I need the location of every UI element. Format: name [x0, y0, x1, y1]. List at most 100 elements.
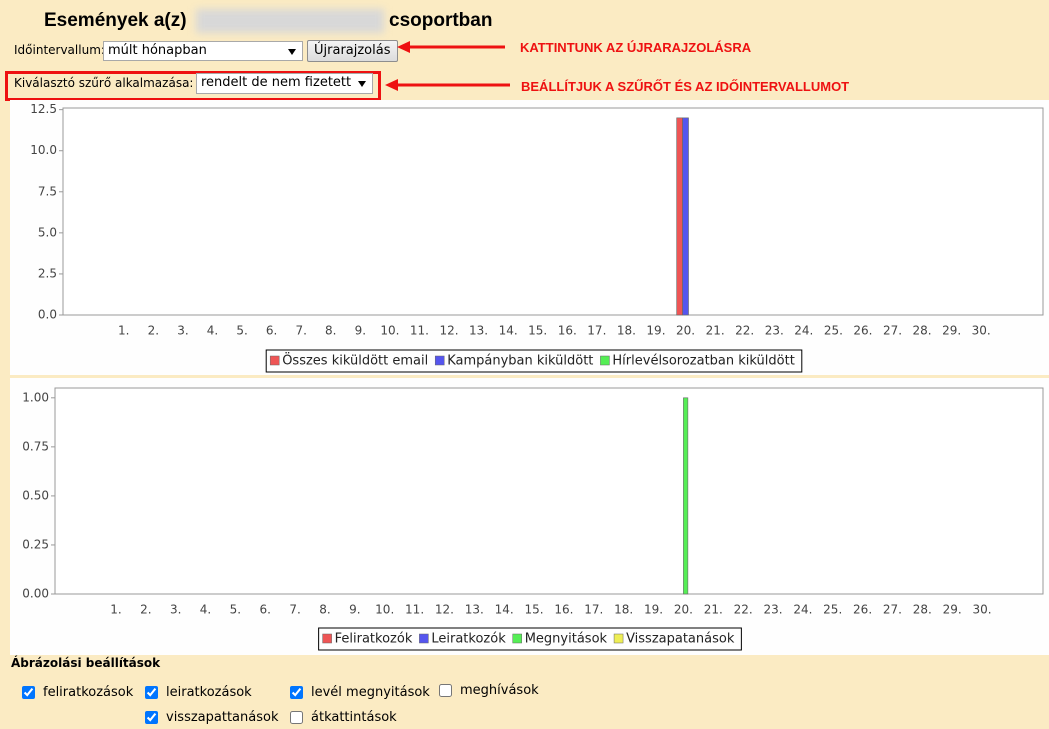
x-tick-label: 27.	[883, 324, 902, 338]
legend-swatch	[269, 355, 280, 366]
filter-value: rendelt de nem fizetett	[201, 75, 352, 90]
y-tick-label: 0.25	[22, 537, 49, 551]
redraw-button[interactable]: Újrarajzolás	[307, 40, 398, 62]
legend-label: Kampányban kiküldött	[447, 354, 593, 369]
x-tick-label: 19.	[644, 603, 663, 617]
x-tick-label: 13.	[469, 324, 488, 338]
y-tick-label: 1.00	[22, 390, 49, 404]
interval-label: Időintervallum:	[14, 43, 105, 57]
x-tick-label: 11.	[405, 603, 424, 617]
x-tick-label: 18.	[614, 603, 633, 617]
interval-value: múlt hónapban	[108, 43, 207, 58]
interval-select[interactable]: múlt hónapban	[103, 41, 303, 61]
x-tick-label: 6.	[266, 324, 277, 338]
legend-label: Hírlevélsorozatban kiküldött	[612, 354, 794, 369]
checkbox-label[interactable]: átkattintások	[311, 710, 397, 725]
x-tick-label: 19.	[646, 324, 665, 338]
legend	[265, 349, 803, 373]
x-tick-label: 9.	[355, 324, 366, 338]
highlight-box	[5, 71, 381, 101]
x-tick-label: 25.	[824, 324, 843, 338]
x-tick-label: 4.	[200, 603, 211, 617]
redraw-text: Újrarajzolás	[314, 43, 391, 58]
checkbox-label[interactable]: meghívások	[460, 683, 539, 698]
x-tick-label: 9.	[349, 603, 360, 617]
annotation: KATTINTUNK AZ ÚJRARAJZOLÁSRA	[520, 40, 752, 55]
y-tick-label: 0.00	[22, 587, 49, 601]
x-tick-label: 10.	[380, 324, 399, 338]
x-tick-label: 1.	[110, 603, 121, 617]
y-tick-label: 7.5	[38, 184, 57, 198]
legend-label: Leiratkozók	[431, 632, 506, 647]
x-tick-label: 21.	[704, 603, 723, 617]
filter-select[interactable]: rendelt de nem fizetett	[196, 73, 373, 94]
legend-swatch	[419, 633, 429, 644]
y-tick-label: 0.50	[22, 488, 49, 502]
legend	[318, 627, 742, 651]
x-tick-label: 20.	[674, 603, 693, 617]
x-tick-label: 24.	[794, 324, 813, 338]
x-tick-label: 22.	[734, 603, 753, 617]
x-tick-label: 2.	[148, 324, 159, 338]
x-tick-label: 15.	[525, 603, 544, 617]
checkbox-label[interactable]: visszapattanások	[166, 710, 279, 725]
x-tick-label: 29.	[942, 324, 961, 338]
x-tick-label: 27.	[883, 603, 902, 617]
plot-area	[62, 107, 1044, 316]
x-tick-label: 21.	[706, 324, 725, 338]
checkbox-label[interactable]: leiratkozások	[166, 685, 252, 700]
redacted-name	[196, 9, 384, 33]
checkbox[interactable]	[145, 686, 158, 699]
x-tick-label: 17.	[584, 603, 603, 617]
y-tick-label: 10.0	[30, 143, 57, 157]
checkbox[interactable]	[290, 711, 303, 724]
x-tick-label: 28.	[913, 603, 932, 617]
x-tick-label: 26.	[853, 603, 872, 617]
y-tick-label: 0.0	[38, 308, 57, 322]
x-tick-label: 15.	[528, 324, 547, 338]
y-tick-label: 0.75	[22, 439, 49, 453]
x-tick-label: 11.	[410, 324, 429, 338]
legend-label: Visszapatanások	[626, 632, 735, 647]
x-tick-label: 1.	[118, 324, 129, 338]
x-tick-label: 23.	[765, 324, 784, 338]
x-tick-label: 16.	[558, 324, 577, 338]
title-start: Események a(z)	[44, 10, 187, 31]
x-tick-label: 29.	[943, 603, 962, 617]
x-tick-label: 4.	[207, 324, 218, 338]
plot-area	[54, 387, 1044, 595]
x-tick-label: 30.	[973, 603, 992, 617]
x-tick-label: 23.	[763, 603, 782, 617]
x-tick-label: 18.	[617, 324, 636, 338]
checkbox[interactable]	[145, 711, 158, 724]
x-tick-label: 7.	[289, 603, 300, 617]
checkbox[interactable]	[439, 684, 452, 697]
checkbox[interactable]	[22, 686, 35, 699]
checkbox-label[interactable]: feliratkozások	[43, 685, 134, 700]
x-tick-label: 8.	[319, 603, 330, 617]
filter-label: Kiválasztó szűrő alkalmazása:	[14, 76, 194, 90]
x-tick-label: 8.	[325, 324, 336, 338]
legend-swatch	[613, 633, 624, 644]
x-tick-label: 5.	[230, 603, 241, 617]
bar	[683, 397, 689, 595]
x-tick-label: 16.	[554, 603, 573, 617]
legend-swatch	[512, 633, 522, 644]
x-tick-label: 30.	[972, 324, 991, 338]
y-tick-label: 5.0	[38, 225, 57, 239]
bar	[682, 117, 689, 316]
checkbox-label[interactable]: levél megnyitások	[311, 685, 430, 700]
x-tick-label: 3.	[177, 324, 188, 338]
x-tick-label: 26.	[853, 324, 872, 338]
checkbox[interactable]	[290, 686, 303, 699]
x-tick-label: 5.	[236, 324, 247, 338]
x-tick-label: 22.	[735, 324, 754, 338]
legend-label: Megnyitások	[525, 632, 608, 647]
x-tick-label: 12.	[439, 324, 458, 338]
settings-title: Ábrázolási beállítások	[11, 656, 161, 670]
legend-label: Összes kiküldött email	[282, 352, 428, 369]
arrow-head	[397, 41, 410, 53]
x-tick-label: 6.	[260, 603, 271, 617]
x-tick-label: 7.	[295, 324, 306, 338]
